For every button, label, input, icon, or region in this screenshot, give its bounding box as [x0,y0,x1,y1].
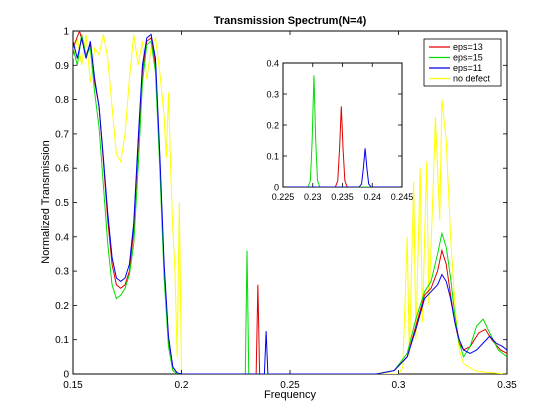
y-axis-label: Normalized Transmission [40,140,52,263]
main-x-tick-label: 0.3 [392,380,406,391]
legend-label-2: eps=11 [453,63,482,73]
main-y-tick-label: 0.7 [55,129,69,140]
inset-x-tick-label: 0.225 [272,192,295,202]
main-x-tick-label: 0.2 [175,380,189,391]
inset-y-tick-label: 0 [274,183,279,193]
main-y-tick-label: 0.6 [55,164,69,175]
main-y-tick-label: 0.3 [55,267,69,278]
main-x-tick-label: 0.35 [497,380,517,391]
legend-label-0: eps=13 [453,42,483,52]
main-y-tick-label: 0.8 [55,95,69,106]
main-y-tick-label: 0 [63,370,69,381]
legend-label-3: no defect [453,74,491,84]
inset-y-tick-label: 0.1 [266,152,279,162]
main-x-tick-label: 0.15 [63,380,83,391]
legend-label-1: eps=15 [453,53,483,63]
inset-x-tick-label: 0.235 [331,192,354,202]
x-axis-label: Frequency [264,389,316,401]
main-y-tick-label: 0.5 [55,198,69,209]
main-y-tick-label: 0.9 [55,61,69,72]
main-y-tick-label: 0.1 [55,335,69,346]
inset-x-tick-label: 0.23 [304,192,322,202]
inset-y-tick-label: 0.2 [266,121,279,131]
inset-y-tick-label: 0.4 [266,59,279,69]
inset-y-tick-label: 0.3 [266,90,279,100]
inset-x-tick-label: 0.24 [363,192,381,202]
main-y-tick-label: 0.2 [55,301,69,312]
main-y-tick-label: 1 [63,27,69,38]
main-y-tick-label: 0.4 [55,232,69,243]
chart-title: Transmission Spectrum(N=4) [214,15,367,27]
inset-x-tick-label: 0.245 [391,192,414,202]
